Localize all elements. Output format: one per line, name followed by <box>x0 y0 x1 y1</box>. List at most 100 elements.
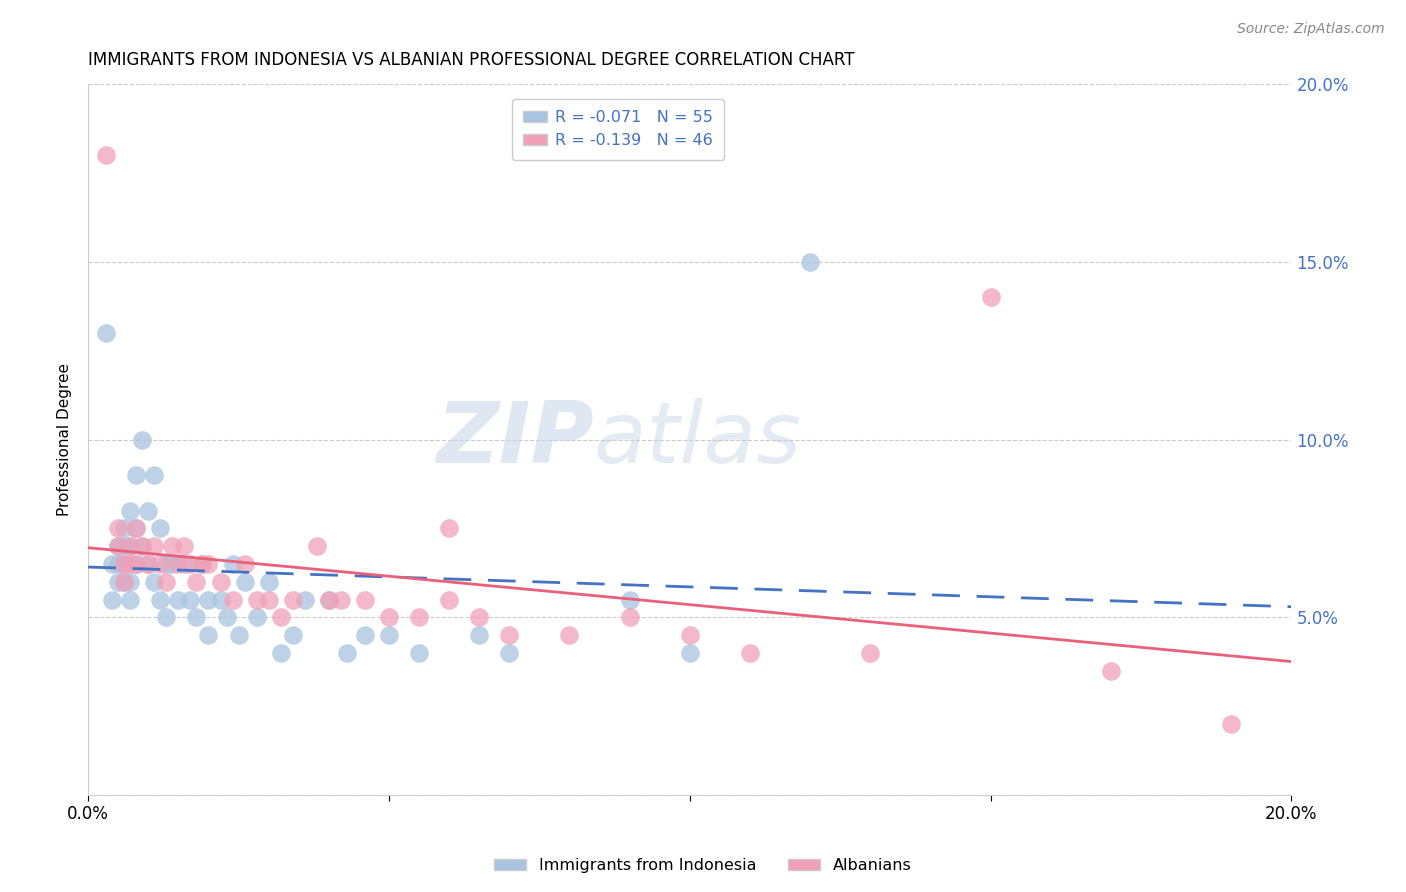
Point <box>136 557 159 571</box>
Point <box>437 592 460 607</box>
Point <box>980 290 1002 304</box>
Point <box>112 557 135 571</box>
Point <box>186 610 208 624</box>
Point <box>318 592 340 607</box>
Point <box>468 610 491 624</box>
Point <box>318 592 340 607</box>
Text: Source: ZipAtlas.com: Source: ZipAtlas.com <box>1237 22 1385 37</box>
Y-axis label: Professional Degree: Professional Degree <box>58 363 72 516</box>
Point <box>155 610 177 624</box>
Point <box>233 557 256 571</box>
Point <box>270 646 292 660</box>
Point <box>107 557 129 571</box>
Point <box>468 628 491 642</box>
Point <box>221 592 243 607</box>
Point <box>96 326 118 340</box>
Point <box>125 521 148 535</box>
Text: atlas: atlas <box>593 398 801 481</box>
Point <box>378 628 401 642</box>
Point <box>107 539 129 553</box>
Point <box>498 646 520 660</box>
Point <box>799 255 821 269</box>
Point <box>125 557 148 571</box>
Text: ZIP: ZIP <box>436 398 593 481</box>
Point <box>233 574 256 589</box>
Point <box>112 574 135 589</box>
Point <box>329 592 352 607</box>
Point <box>246 610 269 624</box>
Point <box>354 592 377 607</box>
Point <box>136 557 159 571</box>
Point <box>120 539 142 553</box>
Point <box>281 592 304 607</box>
Point <box>209 574 232 589</box>
Point <box>112 557 135 571</box>
Point <box>191 557 214 571</box>
Point <box>162 557 184 571</box>
Point <box>107 521 129 535</box>
Point <box>149 592 172 607</box>
Point <box>378 610 401 624</box>
Point <box>143 539 166 553</box>
Point <box>143 574 166 589</box>
Point <box>191 557 214 571</box>
Point <box>209 592 232 607</box>
Point <box>112 574 135 589</box>
Point <box>173 557 195 571</box>
Point <box>107 574 129 589</box>
Point <box>136 504 159 518</box>
Point <box>167 557 190 571</box>
Point <box>336 646 359 660</box>
Point <box>143 468 166 483</box>
Point <box>305 539 328 553</box>
Point <box>859 646 882 660</box>
Point <box>257 592 280 607</box>
Point <box>120 574 142 589</box>
Legend: R = -0.071   N = 55, R = -0.139   N = 46: R = -0.071 N = 55, R = -0.139 N = 46 <box>512 99 724 160</box>
Point <box>294 592 316 607</box>
Point <box>125 521 148 535</box>
Point <box>155 557 177 571</box>
Point <box>167 592 190 607</box>
Point <box>101 592 124 607</box>
Point <box>107 539 129 553</box>
Point <box>738 646 761 660</box>
Point <box>125 557 148 571</box>
Point <box>131 539 153 553</box>
Point <box>228 628 250 642</box>
Point <box>173 539 195 553</box>
Point <box>112 521 135 535</box>
Point <box>197 557 219 571</box>
Point <box>215 610 238 624</box>
Point <box>120 592 142 607</box>
Point <box>354 628 377 642</box>
Point <box>221 557 243 571</box>
Point <box>162 539 184 553</box>
Point <box>101 557 124 571</box>
Point <box>125 468 148 483</box>
Point <box>131 433 153 447</box>
Point <box>197 628 219 642</box>
Point <box>437 521 460 535</box>
Point <box>246 592 269 607</box>
Point <box>120 539 142 553</box>
Point <box>131 539 153 553</box>
Point <box>149 557 172 571</box>
Point <box>120 504 142 518</box>
Point <box>197 592 219 607</box>
Text: IMMIGRANTS FROM INDONESIA VS ALBANIAN PROFESSIONAL DEGREE CORRELATION CHART: IMMIGRANTS FROM INDONESIA VS ALBANIAN PR… <box>89 51 855 69</box>
Point <box>281 628 304 642</box>
Point <box>679 646 702 660</box>
Point <box>1220 717 1243 731</box>
Point <box>96 148 118 162</box>
Point <box>155 574 177 589</box>
Point <box>270 610 292 624</box>
Point <box>679 628 702 642</box>
Point <box>1099 664 1122 678</box>
Point <box>408 646 430 660</box>
Point <box>149 521 172 535</box>
Point <box>619 592 641 607</box>
Point <box>112 539 135 553</box>
Point <box>120 557 142 571</box>
Point <box>558 628 581 642</box>
